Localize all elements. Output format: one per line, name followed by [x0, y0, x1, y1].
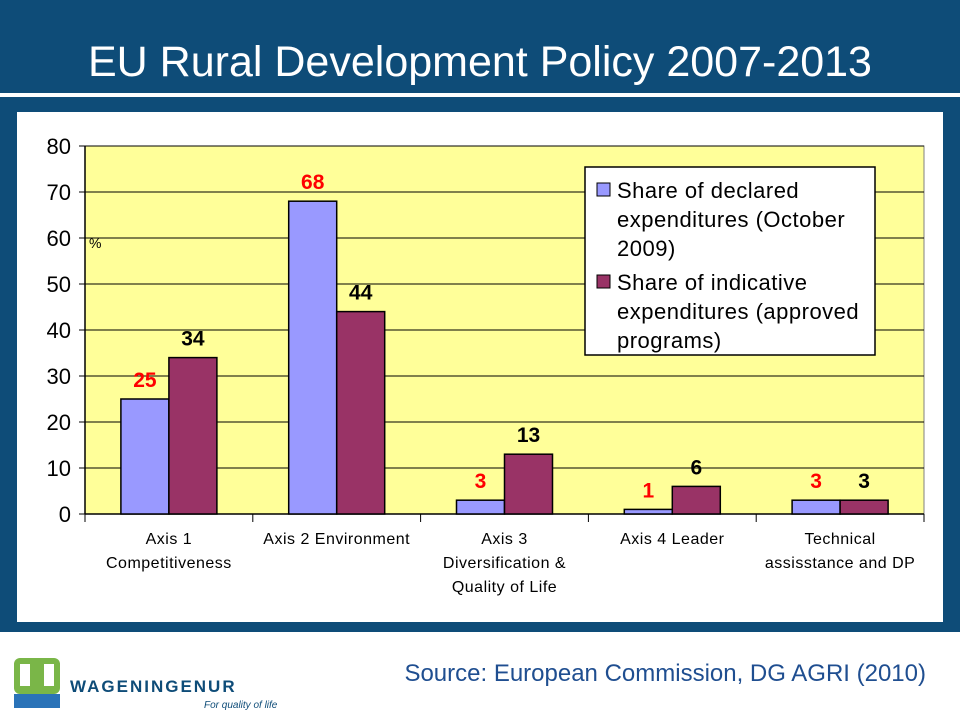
- data-label: 6: [690, 456, 702, 479]
- bar-chart: 0 10 20 30 40 50 60 70 80% Axis 1 Competitiveness 2…: [47, 134, 925, 596]
- y-axis-label: %: [89, 235, 101, 251]
- logo-wordmark: WAGENINGENUR: [70, 677, 237, 696]
- data-label: 3: [810, 470, 822, 493]
- bar-indicative: [503, 453, 554, 515]
- y-tick-label: 50: [47, 272, 71, 297]
- header-band: [0, 0, 960, 93]
- bar-indicative: [839, 499, 889, 515]
- legend-label: expenditures (October: [617, 207, 845, 232]
- bar-indicative: [168, 356, 218, 515]
- data-label: 3: [475, 470, 487, 493]
- x-category-label: assisstance and DP: [765, 555, 915, 572]
- legend-label: expenditures (approved: [617, 299, 859, 324]
- logo-tagline: For quality of life: [204, 700, 278, 711]
- y-tick-label: 20: [47, 410, 71, 435]
- x-category-label: Axis 2 Environment: [263, 531, 410, 548]
- data-label: 3: [858, 470, 870, 493]
- chart-panel: 0 10 20 30 40 50 60 70 80% Axis 1 Competitiveness 2…: [17, 112, 943, 622]
- legend-box: [584, 166, 876, 356]
- data-label: 68: [301, 171, 325, 194]
- legend-label: programs): [617, 328, 722, 353]
- y-tick-label: 70: [47, 180, 71, 205]
- wageningen-logo: WAGENINGENUR For quality of life: [14, 658, 278, 711]
- bar-indicative: [671, 485, 722, 515]
- y-tick-label: 60: [47, 226, 71, 251]
- x-category-label: Axis 3: [481, 531, 528, 548]
- y-tick-label: 10: [47, 456, 71, 481]
- legend-label: Share of indicative: [617, 270, 808, 295]
- bar-declared: [623, 508, 674, 515]
- bar-indicative: [335, 310, 386, 515]
- data-label: 25: [133, 369, 157, 392]
- x-category-label: Quality of Life: [452, 579, 557, 596]
- data-label: 1: [642, 479, 654, 502]
- y-tick-label: 30: [47, 364, 71, 389]
- y-tick-label: 40: [47, 318, 71, 343]
- legend-swatch: [596, 274, 611, 289]
- data-label: 44: [349, 282, 373, 305]
- data-label: 34: [181, 328, 205, 351]
- bar-declared: [287, 200, 338, 515]
- legend-label: Share of declared: [617, 178, 799, 203]
- y-tick-label: 80: [47, 134, 71, 159]
- y-tick-label: 0: [59, 502, 71, 527]
- page-title: EU Rural Development Policy 2007-2013: [88, 38, 872, 86]
- legend-swatch: [596, 182, 611, 197]
- legend-label: 2009): [617, 236, 676, 261]
- x-category-label: Competitiveness: [106, 555, 232, 572]
- bar-declared: [120, 398, 170, 515]
- data-label: 13: [517, 424, 540, 447]
- bar-declared: [791, 499, 841, 515]
- x-category-label: Axis 1: [146, 531, 193, 548]
- bar-declared: [455, 499, 506, 515]
- x-category-label: Diversification &: [443, 555, 566, 572]
- x-category-label: Technical: [804, 531, 875, 548]
- header-divider: [0, 93, 960, 97]
- x-category-label: Axis 4 Leader: [620, 531, 725, 548]
- source-note: Source: European Commission, DG AGRI (20…: [404, 660, 926, 687]
